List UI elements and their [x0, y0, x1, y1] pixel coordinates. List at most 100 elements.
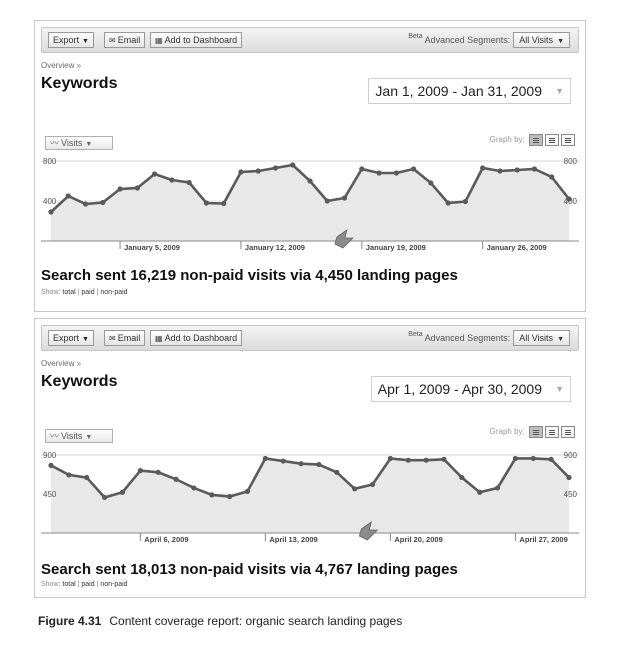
data-point[interactable] — [100, 199, 106, 206]
metric-selector[interactable]: 〰 Visits ▼ — [45, 136, 113, 150]
graph-by-day-button[interactable] — [529, 133, 543, 146]
data-point[interactable] — [494, 485, 501, 491]
data-point[interactable] — [255, 168, 261, 174]
data-point[interactable] — [423, 457, 429, 463]
data-point[interactable] — [244, 488, 251, 494]
add-to-dashboard-button[interactable]: ▦ Add to Dashboard — [150, 330, 243, 346]
data-point[interactable] — [405, 457, 411, 463]
data-point[interactable] — [169, 177, 175, 183]
data-point[interactable] — [48, 209, 54, 215]
data-point[interactable] — [48, 462, 54, 468]
data-point[interactable] — [428, 180, 434, 186]
data-point[interactable] — [548, 456, 554, 462]
breadcrumb[interactable]: Overview » — [41, 359, 82, 368]
data-point[interactable] — [119, 489, 126, 495]
data-point[interactable] — [411, 166, 417, 172]
email-button[interactable]: ✉ Email — [104, 32, 146, 48]
date-range-picker[interactable]: Apr 1, 2009 - Apr 30, 2009 ▼ — [370, 376, 571, 402]
data-point[interactable] — [566, 196, 572, 202]
chevron-down-icon: ▼ — [555, 384, 564, 394]
visits-chart[interactable]: 900 450 900 450 April 6, 2009 April 13, 2009 A… — [41, 445, 579, 551]
data-point[interactable] — [134, 185, 140, 191]
data-point[interactable] — [459, 474, 465, 481]
data-point[interactable] — [549, 174, 555, 180]
data-point[interactable] — [497, 168, 503, 174]
data-point[interactable] — [173, 476, 179, 482]
data-point[interactable] — [324, 198, 330, 204]
chevron-down-icon: ▼ — [557, 336, 564, 343]
data-point[interactable] — [82, 201, 89, 207]
show-total-link[interactable]: total — [62, 581, 76, 588]
graph-by-month-button[interactable] — [561, 425, 575, 438]
breadcrumb[interactable]: Overview » — [41, 61, 82, 70]
data-point[interactable] — [307, 178, 313, 184]
data-point[interactable] — [186, 179, 192, 186]
x-tick-label: January 5, 2009 — [124, 243, 180, 252]
graph-by-day-button[interactable] — [529, 425, 543, 438]
data-point[interactable] — [531, 166, 538, 172]
data-point[interactable] — [191, 485, 197, 491]
data-point[interactable] — [227, 494, 233, 500]
data-point[interactable] — [566, 474, 572, 481]
data-point[interactable] — [316, 461, 322, 468]
data-point[interactable] — [376, 170, 382, 176]
show-total-link[interactable]: total — [62, 289, 76, 296]
data-point[interactable] — [369, 481, 376, 488]
data-point[interactable] — [155, 469, 161, 475]
data-point[interactable] — [462, 198, 468, 205]
data-point[interactable] — [272, 165, 279, 171]
show-paid-link[interactable]: paid — [81, 289, 95, 296]
segment-selector[interactable]: All Visits ▼ — [513, 330, 570, 346]
data-point[interactable] — [238, 169, 244, 175]
data-point[interactable] — [512, 455, 519, 462]
export-button[interactable]: Export ▼ — [48, 32, 94, 48]
data-point[interactable] — [441, 456, 447, 462]
x-tick-label: April 6, 2009 — [144, 535, 188, 544]
show-nonpaid-link[interactable]: non-paid — [100, 289, 128, 296]
data-point[interactable] — [514, 167, 520, 173]
graph-by-controls: Graph by: — [490, 425, 575, 439]
data-point[interactable] — [359, 166, 365, 172]
date-range-picker[interactable]: Jan 1, 2009 - Jan 31, 2009 ▼ — [368, 78, 571, 104]
data-point[interactable] — [387, 455, 393, 462]
data-point[interactable] — [101, 494, 108, 501]
show-nonpaid-link[interactable]: non-paid — [100, 581, 128, 588]
graph-by-month-button[interactable] — [561, 133, 575, 146]
data-point[interactable] — [298, 461, 304, 467]
data-point[interactable] — [480, 165, 486, 171]
data-point[interactable] — [221, 200, 227, 207]
data-point[interactable] — [290, 162, 296, 168]
data-point[interactable] — [477, 489, 483, 495]
data-point[interactable] — [65, 193, 71, 199]
export-button[interactable]: Export ▼ — [48, 330, 94, 346]
data-point[interactable] — [445, 200, 451, 206]
data-point[interactable] — [393, 170, 399, 176]
x-tick-label: April 20, 2009 — [394, 535, 442, 544]
data-point[interactable] — [117, 186, 123, 192]
graph-by-week-button[interactable] — [545, 425, 559, 438]
visits-chart[interactable]: 800 400 800 400 January 5, 2009 January 12, 2… — [41, 151, 579, 259]
data-point[interactable] — [530, 455, 536, 462]
data-point[interactable] — [66, 472, 72, 478]
data-point[interactable] — [352, 486, 358, 492]
graph-by-week-button[interactable] — [545, 133, 559, 146]
segments-label: Advanced Segments: — [424, 35, 511, 45]
data-point[interactable] — [203, 200, 209, 206]
segment-selector[interactable]: All Visits ▼ — [513, 32, 570, 48]
data-point[interactable] — [334, 469, 340, 475]
email-button[interactable]: ✉ Email — [104, 330, 146, 346]
show-paid-link[interactable]: paid — [81, 581, 95, 588]
data-point[interactable] — [209, 492, 215, 498]
chevron-down-icon: ▼ — [85, 141, 93, 148]
chevron-down-icon: ▼ — [557, 38, 564, 45]
page-title: Keywords — [41, 75, 118, 92]
data-point[interactable] — [137, 468, 143, 474]
data-point[interactable] — [262, 455, 268, 462]
data-point[interactable] — [280, 458, 286, 464]
graph-by-controls: Graph by: — [490, 133, 575, 147]
data-point[interactable] — [341, 195, 348, 201]
metric-selector[interactable]: 〰 Visits ▼ — [45, 429, 113, 443]
add-to-dashboard-button[interactable]: ▦ Add to Dashboard — [150, 32, 243, 48]
data-point[interactable] — [84, 474, 90, 481]
data-point[interactable] — [152, 171, 158, 177]
